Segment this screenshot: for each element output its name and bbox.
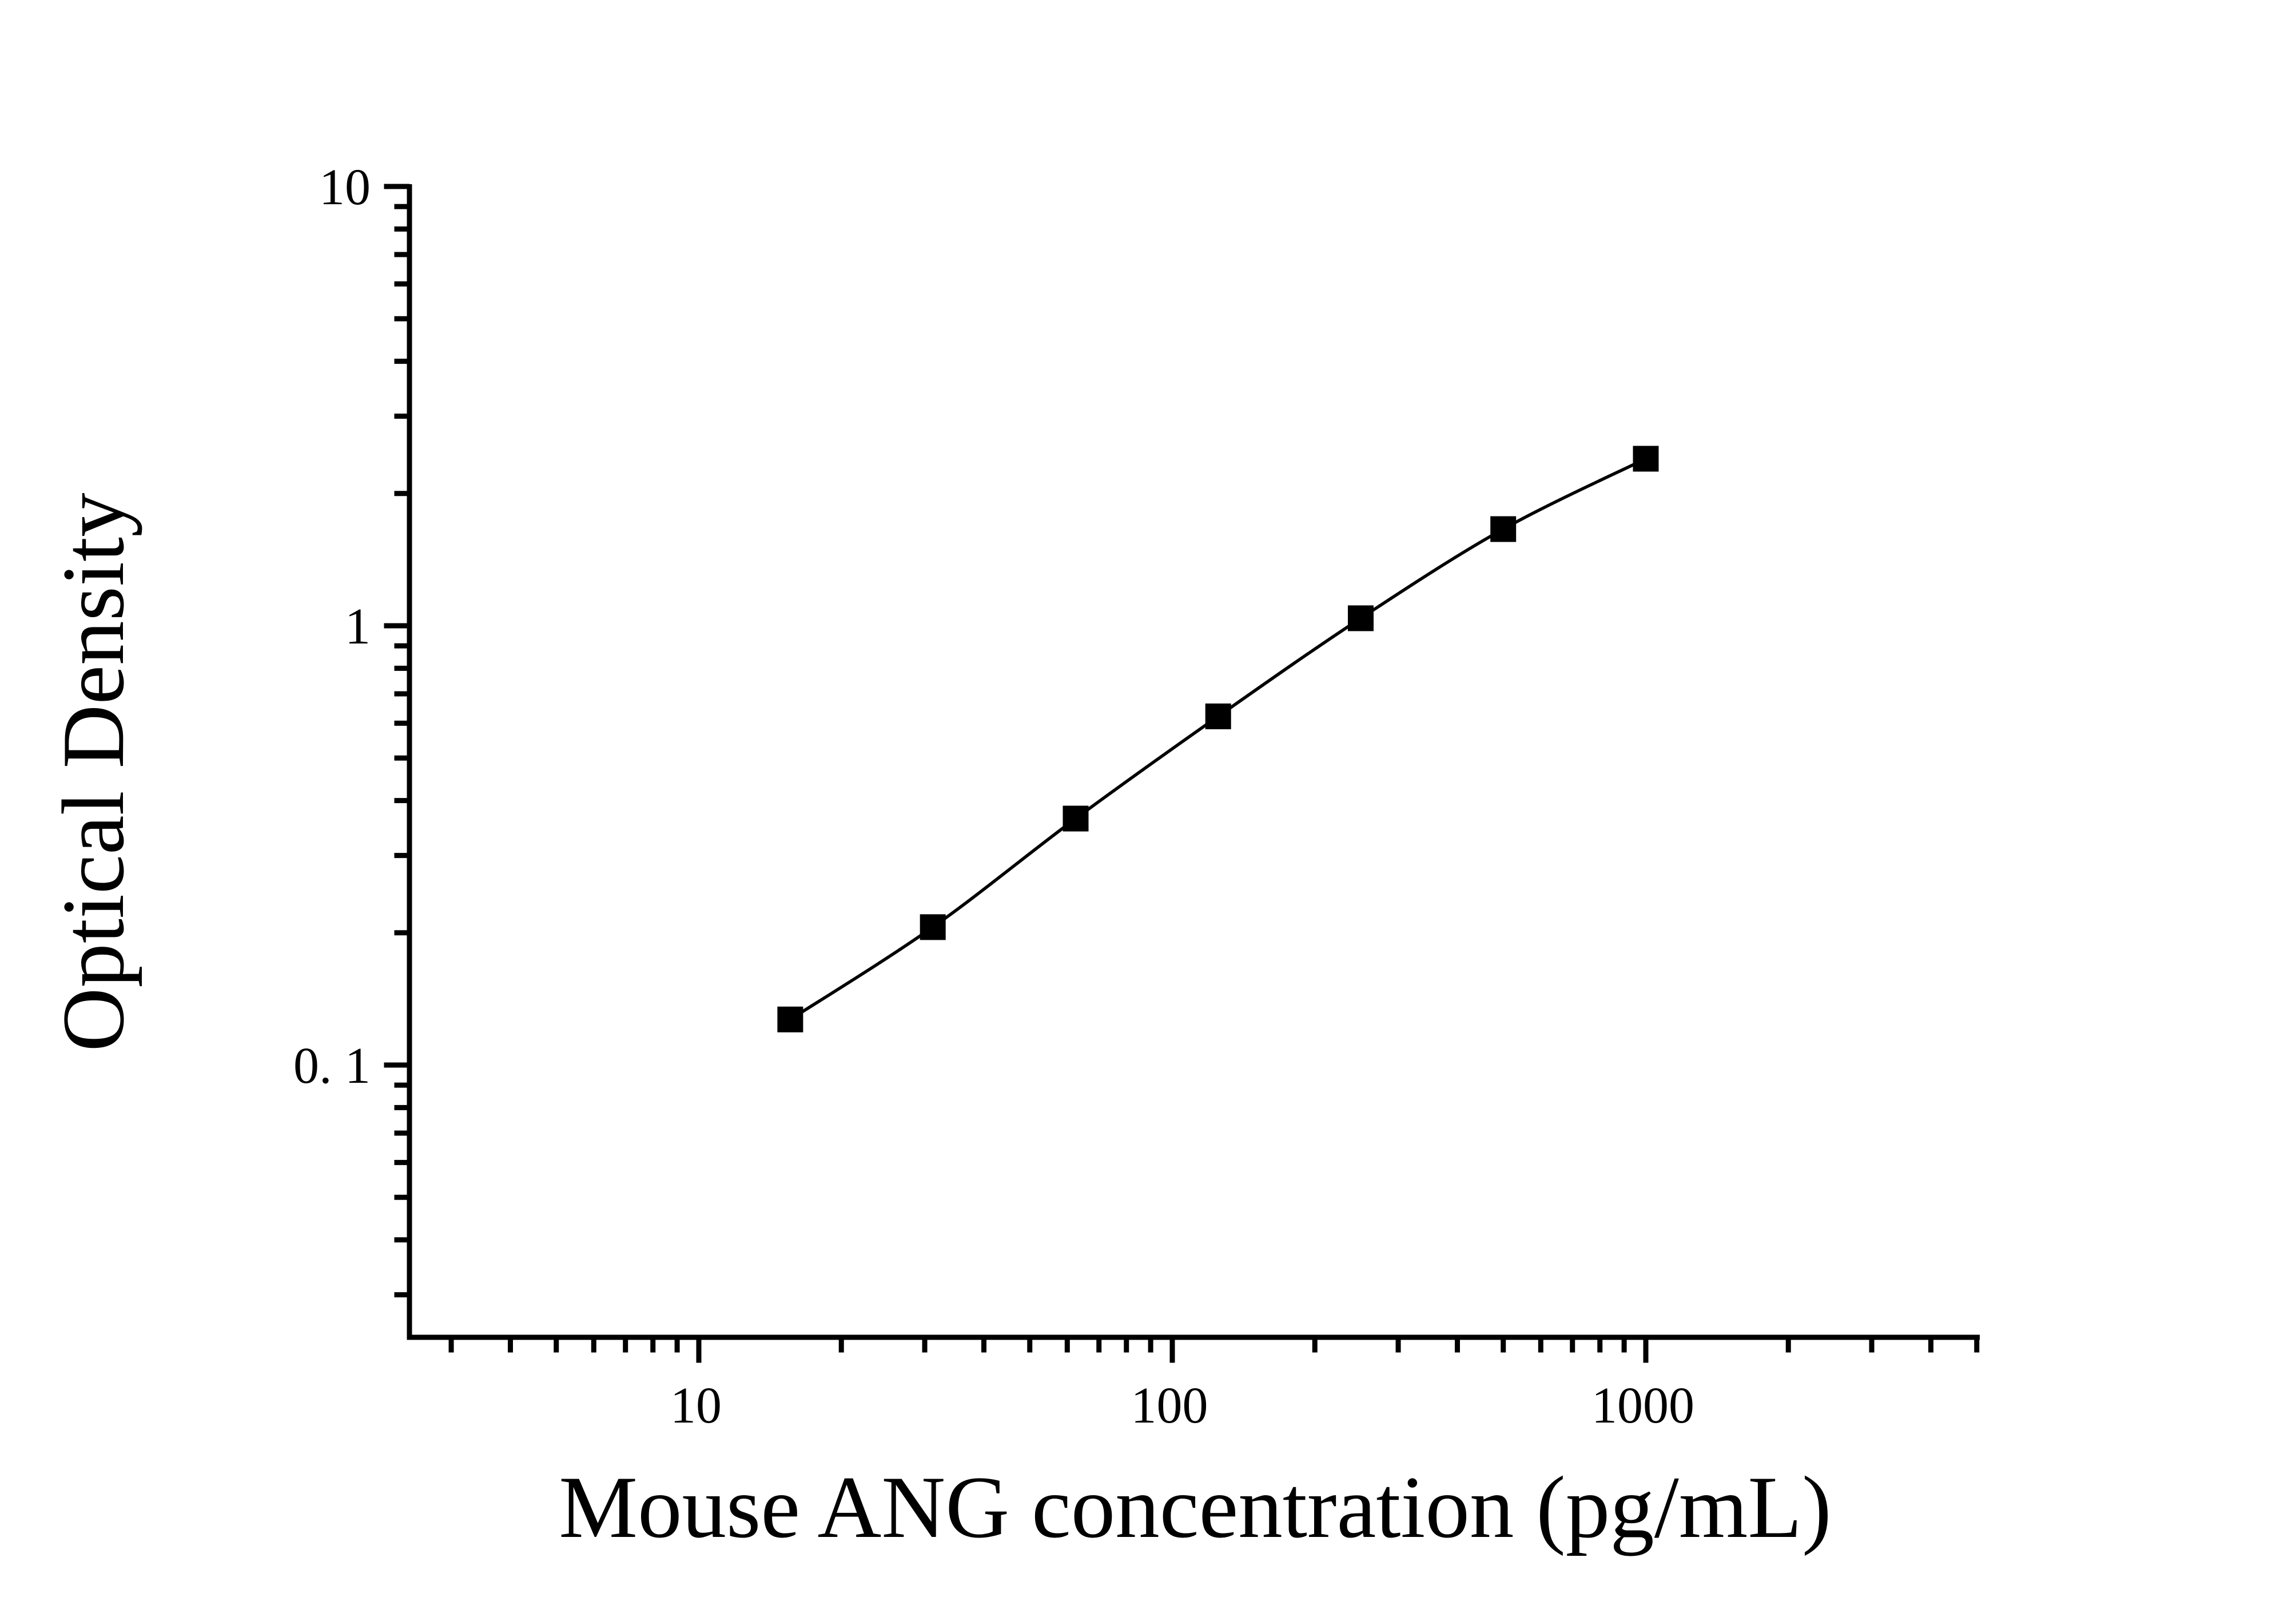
y-tick-label: 0. 1 xyxy=(293,1038,371,1094)
data-point-marker xyxy=(777,1006,803,1032)
axis-line xyxy=(407,184,1980,1340)
y-tick-label: 10 xyxy=(319,159,371,216)
standard-curve-line xyxy=(789,457,1647,1021)
data-point-marker xyxy=(1490,516,1517,542)
x-tick-label: 1000 xyxy=(1591,1377,1694,1434)
y-tick-label: 1 xyxy=(345,598,371,655)
data-point-marker xyxy=(1205,703,1231,729)
y-axis-title: Optical Density xyxy=(44,492,142,1051)
data-point-marker xyxy=(1633,446,1659,472)
data-point-marker xyxy=(1348,605,1374,631)
x-tick-label: 10 xyxy=(670,1377,722,1434)
data-point-marker xyxy=(920,914,946,940)
x-axis-title: Mouse ANG concentration (pg/mL) xyxy=(559,1458,1831,1556)
data-point-marker xyxy=(1063,805,1089,832)
x-tick-label: 100 xyxy=(1131,1377,1208,1434)
